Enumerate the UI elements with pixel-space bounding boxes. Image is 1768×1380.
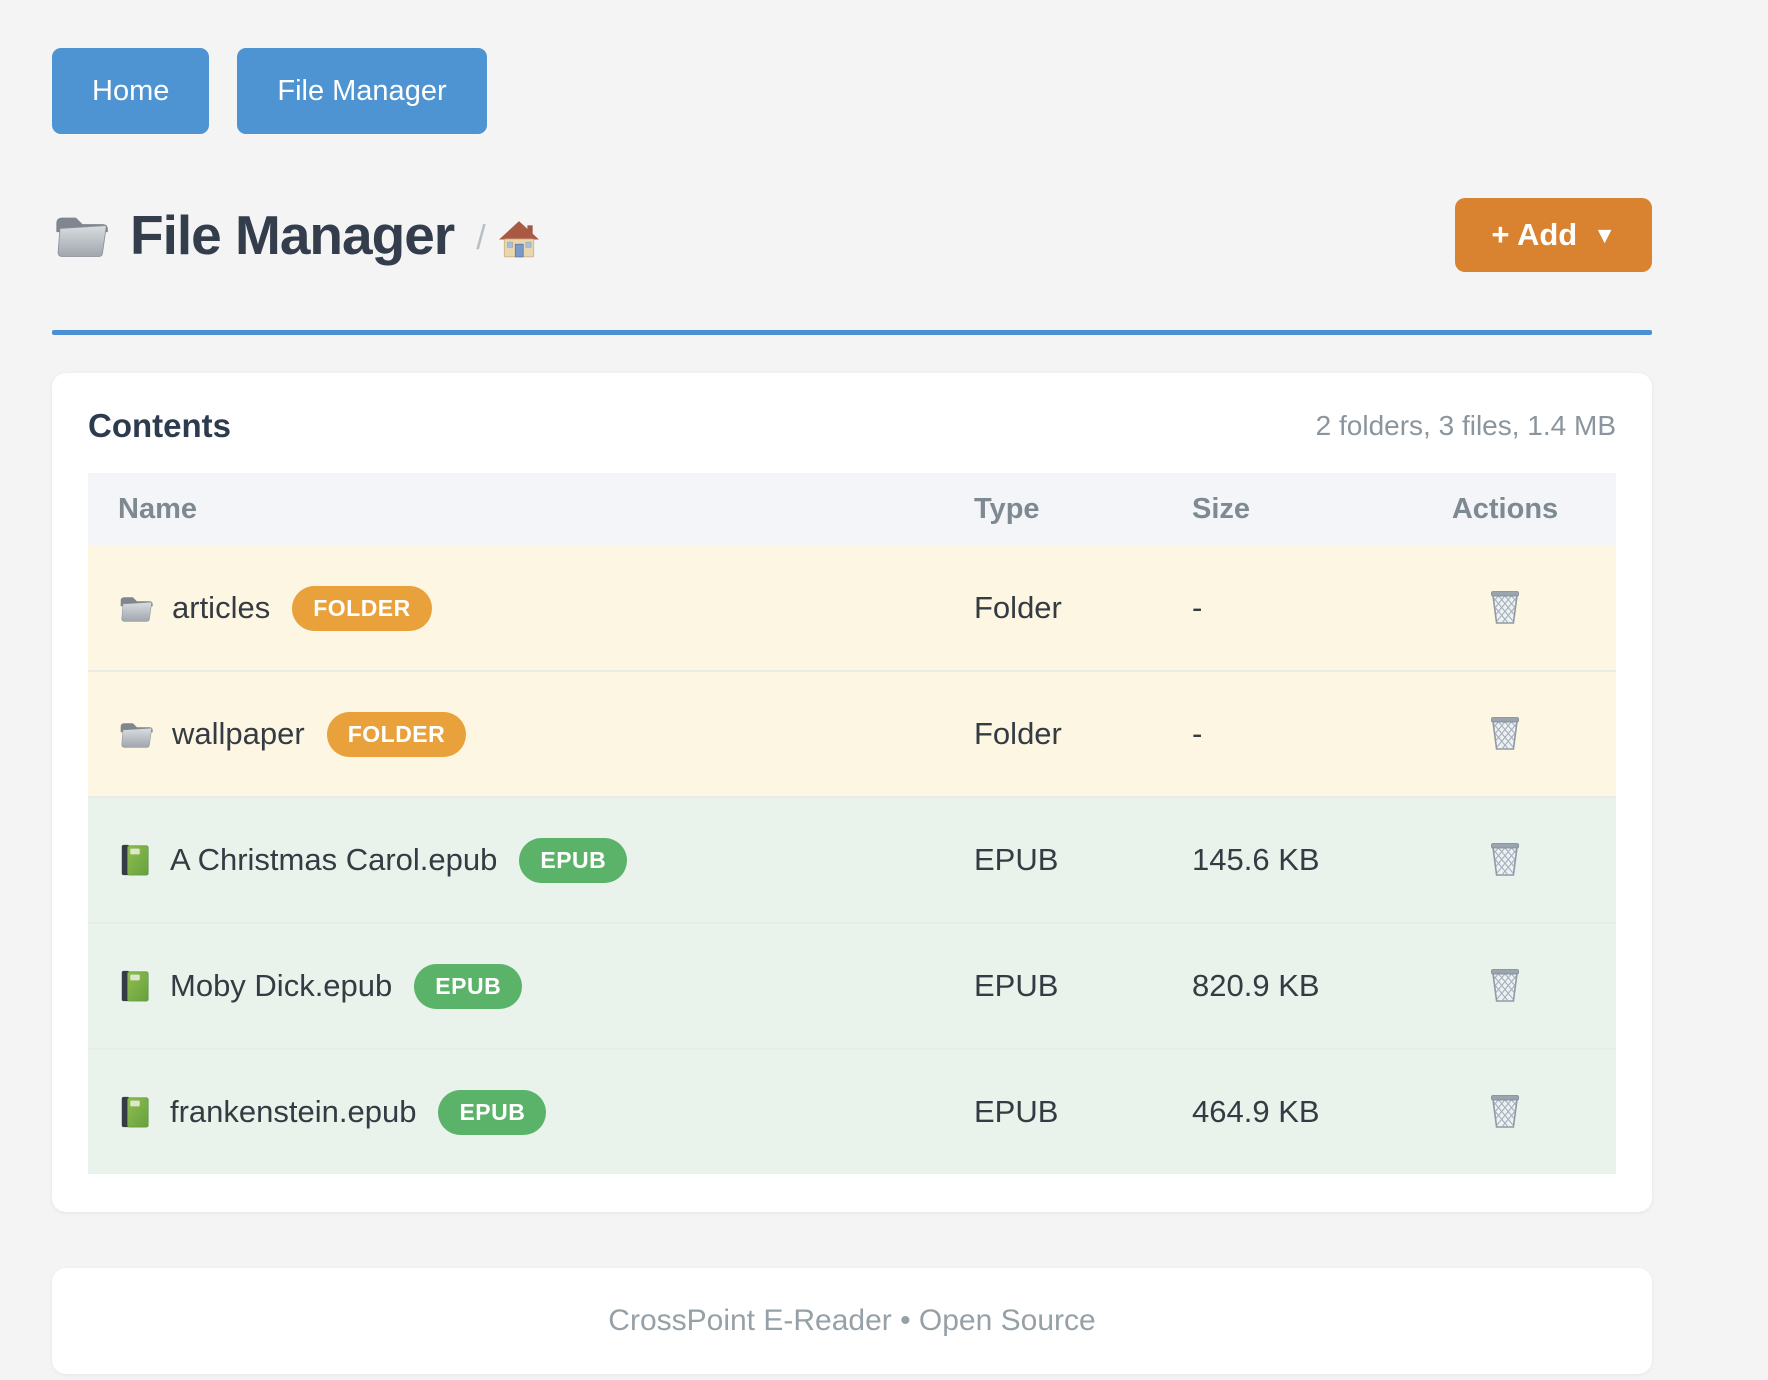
delete-button[interactable] (1483, 708, 1527, 756)
green-book-icon (121, 844, 149, 876)
green-book-icon (121, 1096, 149, 1128)
open-folder-icon (120, 596, 153, 622)
nav-home-button[interactable]: Home (52, 48, 210, 134)
footer: CrossPoint E-Reader • Open Source (52, 1268, 1652, 1374)
column-header-actions: Actions (1394, 473, 1616, 546)
table-row: articles FOLDER Folder - (88, 546, 1616, 671)
table-row: frankenstein.epub EPUB EPUB 464.9 KB (88, 1048, 1616, 1174)
table-row: wallpaper FOLDER Folder - (88, 670, 1616, 797)
column-header-type: Type (944, 473, 1162, 546)
chevron-down-icon: ▼ (1593, 221, 1616, 248)
epub-badge: EPUB (519, 837, 628, 883)
page-container: Home File Manager File Manager / + Add ▼… (52, 0, 1652, 1374)
size-cell: 464.9 KB (1162, 1048, 1394, 1174)
house-icon[interactable] (498, 218, 540, 260)
type-cell: EPUB (944, 1048, 1162, 1174)
contents-title: Contents (88, 407, 231, 444)
green-book-icon (121, 970, 149, 1002)
wastebasket-icon (1487, 712, 1523, 752)
open-folder-icon (120, 722, 153, 748)
delete-button[interactable] (1483, 582, 1527, 630)
open-folder-icon (55, 217, 109, 257)
column-header-name: Name (88, 473, 944, 546)
type-cell: Folder (944, 670, 1162, 797)
footer-text: CrossPoint E-Reader • Open Source (608, 1304, 1096, 1337)
type-cell: EPUB (944, 796, 1162, 923)
table-header-row: Name Type Size Actions (88, 473, 1616, 546)
table-row: Moby Dick.epub EPUB EPUB 820.9 KB (88, 922, 1616, 1049)
table-row: A Christmas Carol.epub EPUB EPUB 145.6 K… (88, 796, 1616, 923)
file-name[interactable]: A Christmas Carol.epub (170, 842, 498, 877)
folder-badge: FOLDER (292, 585, 432, 631)
contents-card-header: Contents 2 folders, 3 files, 1.4 MB (88, 407, 1616, 473)
page-header: File Manager / + Add ▼ (52, 198, 1652, 272)
file-name[interactable]: articles (172, 590, 271, 625)
wastebasket-icon (1487, 838, 1523, 878)
delete-button[interactable] (1483, 1086, 1527, 1134)
top-nav: Home File Manager (52, 0, 1652, 134)
contents-card: Contents 2 folders, 3 files, 1.4 MB Name… (52, 373, 1652, 1212)
breadcrumb-separator: / (476, 218, 486, 257)
column-header-size: Size (1162, 473, 1394, 546)
size-cell: 820.9 KB (1162, 922, 1394, 1049)
wastebasket-icon (1487, 1090, 1523, 1130)
epub-badge: EPUB (414, 963, 523, 1009)
delete-button[interactable] (1483, 834, 1527, 882)
file-name[interactable]: wallpaper (172, 716, 305, 751)
file-table: Name Type Size Actions articles FOLDER (88, 473, 1616, 1174)
folder-badge: FOLDER (326, 711, 467, 757)
size-cell: - (1162, 670, 1394, 797)
wastebasket-icon (1487, 586, 1523, 626)
add-button-label: + Add (1491, 217, 1578, 252)
file-name[interactable]: Moby Dick.epub (170, 968, 393, 1003)
type-cell: EPUB (944, 922, 1162, 1049)
page-title: File Manager (130, 204, 455, 266)
title-underline (52, 330, 1652, 335)
size-cell: 145.6 KB (1162, 796, 1394, 923)
add-button[interactable]: + Add ▼ (1455, 198, 1652, 272)
delete-button[interactable] (1483, 960, 1527, 1008)
epub-badge: EPUB (438, 1089, 547, 1135)
type-cell: Folder (944, 546, 1162, 671)
nav-file-manager-button[interactable]: File Manager (237, 48, 487, 134)
title-group: File Manager / (52, 203, 540, 267)
contents-summary: 2 folders, 3 files, 1.4 MB (1315, 410, 1616, 441)
file-name[interactable]: frankenstein.epub (170, 1094, 417, 1129)
size-cell: - (1162, 546, 1394, 671)
wastebasket-icon (1487, 964, 1523, 1004)
